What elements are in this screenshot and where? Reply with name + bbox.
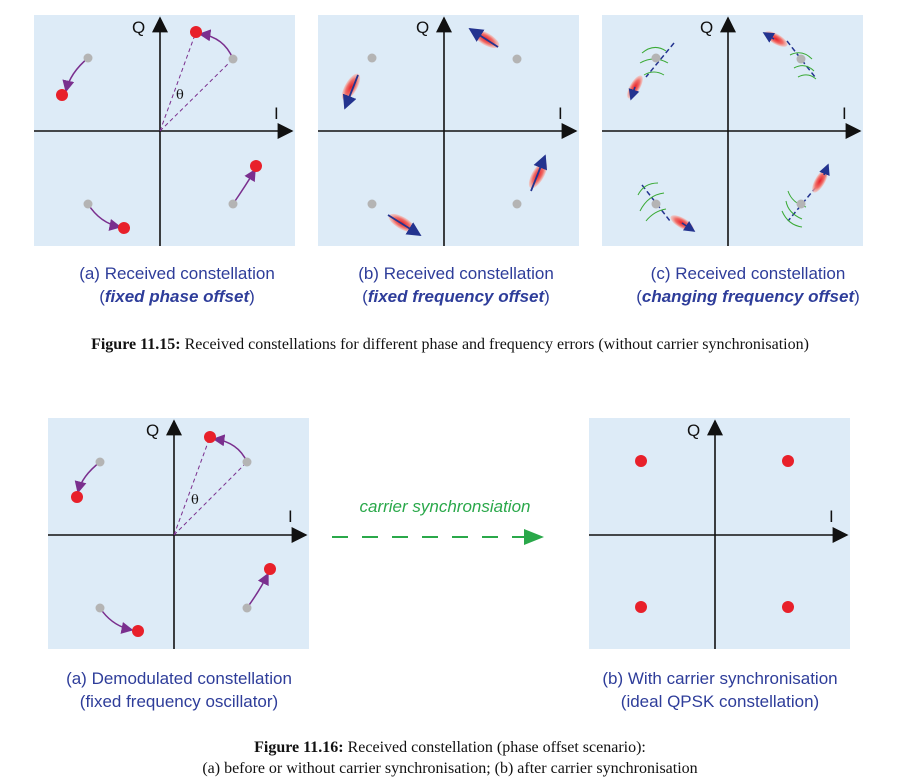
phase-arrow	[87, 203, 122, 231]
q-axis-label: Q	[687, 421, 700, 440]
fig16-panel-b-caption: (b) With carrier synchronisation (ideal …	[570, 667, 870, 713]
figure-label: Figure 11.15:	[91, 336, 181, 353]
ideal-point	[242, 603, 252, 613]
phase-ref-line	[173, 461, 248, 536]
phase-rot-line	[159, 31, 197, 132]
fig15-panel-a-caption: (a) Received constellation (fixed phase …	[34, 262, 320, 308]
figure-caption-text: Received constellations for different ph…	[184, 336, 809, 353]
panel-title: (b) Received constellation	[358, 264, 554, 283]
panel-subtitle: (ideal QPSK constellation)	[620, 692, 820, 711]
ideal-point	[228, 54, 238, 64]
ideal-point	[83, 199, 93, 209]
received-point	[250, 160, 262, 172]
phase-rot-line	[173, 436, 211, 536]
phase-arrow	[246, 572, 269, 609]
q-axis-label: Q	[146, 421, 159, 440]
sync-arrow-label: carrier synchronsiation	[359, 497, 531, 516]
figure-caption-line2: (a) before or without carrier synchronis…	[202, 760, 698, 777]
received-point	[132, 625, 144, 637]
panel-subtitle: (fixed phase offset)	[99, 287, 255, 306]
freq-arrow	[387, 214, 422, 236]
jitter-cluster	[627, 42, 675, 101]
jitter-cluster	[637, 182, 696, 232]
q-axis-label: Q	[416, 18, 429, 37]
received-point	[264, 563, 276, 575]
figure-label: Figure 11.16:	[254, 739, 344, 756]
freq-arrow	[530, 154, 548, 192]
constellation-plot-b: I Q	[318, 16, 578, 246]
ideal-point	[242, 457, 252, 467]
received-point	[56, 89, 68, 101]
i-axis-label: I	[829, 507, 834, 526]
panel-subtitle: (fixed frequency offset)	[362, 287, 550, 306]
theta-label: θ	[176, 88, 184, 103]
fig16-panel-a-caption: (a) Demodulated constellation (fixed fre…	[38, 667, 320, 713]
panel-subtitle-em: fixed phase offset	[104, 287, 250, 306]
received-point	[782, 455, 794, 467]
received-point	[635, 455, 647, 467]
freq-arrow	[468, 28, 499, 48]
jitter-cluster	[762, 31, 817, 80]
phase-arrow	[62, 57, 89, 93]
ideal-point	[95, 603, 105, 613]
panel-subtitle: (fixed frequency oscillator)	[79, 692, 279, 711]
ideal-point	[512, 199, 522, 209]
received-point	[635, 601, 647, 613]
fig15-panel-c-plot: I Q	[602, 15, 863, 246]
theta-label: θ	[191, 493, 199, 508]
panel-subtitle-em: changing frequency offset	[641, 287, 855, 306]
received-point	[204, 431, 216, 443]
figure-caption-line1: Figure 11.16: Received constellation (ph…	[0, 737, 900, 758]
jitter-cluster	[781, 163, 830, 228]
figure-caption-text: Received constellation (phase offset sce…	[347, 739, 646, 756]
phase-arrow	[198, 29, 234, 60]
received-smear	[341, 73, 361, 101]
q-axis-label: Q	[132, 18, 145, 37]
constellation-plot-c: I Q	[602, 16, 862, 246]
panel-subtitle-em: fixed frequency offset	[367, 287, 545, 306]
figure-11-15-caption: Figure 11.15: Received constellations fo…	[0, 334, 900, 355]
panel-subtitle: (changing frequency offset)	[636, 287, 860, 306]
ideal-point	[367, 53, 377, 63]
i-axis-label: I	[288, 507, 293, 526]
fig15-panel-c-caption: (c) Received constellation (changing fre…	[598, 262, 898, 308]
received-point	[71, 491, 83, 503]
panel-title: (a) Demodulated constellation	[66, 669, 292, 688]
fig16-panel-b-plot: I Q	[589, 418, 850, 649]
ideal-point	[512, 54, 522, 64]
phase-arrow	[232, 168, 256, 205]
i-axis-label: I	[274, 104, 279, 123]
panel-title: (b) With carrier synchronisation	[602, 669, 838, 688]
ideal-point	[367, 199, 377, 209]
phase-arrow	[212, 434, 248, 463]
fig15-panel-a-plot: I Q θ	[34, 15, 295, 246]
figure-11-16-caption: Figure 11.16: Received constellation (ph…	[0, 737, 900, 779]
constellation-plot-a: I Q θ	[34, 16, 294, 246]
fig15-panel-b-caption: (b) Received constellation (fixed freque…	[312, 262, 600, 308]
i-axis-label: I	[842, 104, 847, 123]
ideal-point	[95, 457, 105, 467]
panel-title: (c) Received constellation	[650, 264, 846, 283]
constellation-plot-16b: I Q	[589, 419, 849, 649]
received-point	[118, 222, 130, 234]
ideal-point	[228, 199, 238, 209]
constellation-plot-16a: I Q θ	[48, 419, 308, 649]
freq-arrow	[342, 74, 359, 110]
fig16-panel-a-plot: I Q θ	[48, 418, 309, 649]
ideal-point	[83, 53, 93, 63]
fig15-panel-b-plot: I Q	[318, 15, 579, 246]
phase-arrow	[99, 607, 134, 634]
panel-title: (a) Received constellation	[79, 264, 275, 283]
received-point	[190, 26, 202, 38]
phase-ref-line	[159, 58, 234, 132]
phase-arrow	[74, 461, 101, 494]
i-axis-label: I	[558, 104, 563, 123]
q-axis-label: Q	[700, 18, 713, 37]
received-point	[782, 601, 794, 613]
sync-arrow	[332, 529, 544, 545]
